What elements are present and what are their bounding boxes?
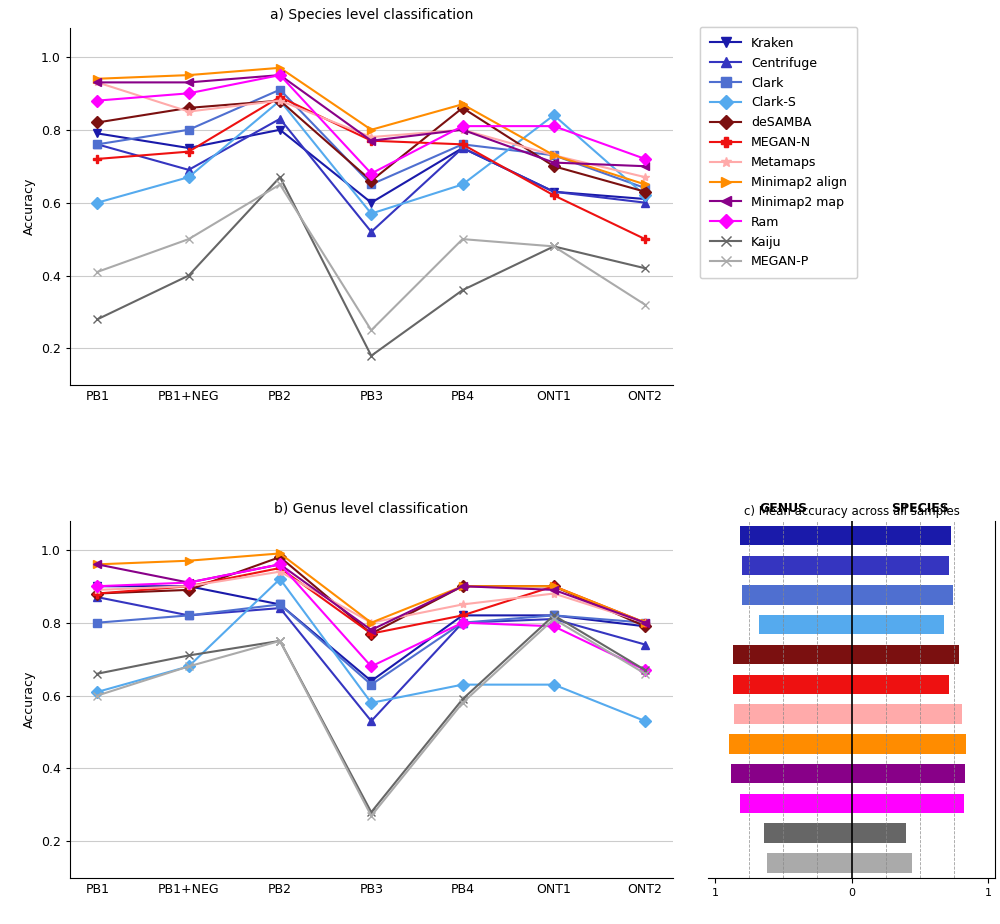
Bar: [852, 764, 965, 784]
Bar: [852, 794, 964, 813]
Y-axis label: Accuracy: Accuracy: [22, 671, 35, 728]
Bar: [729, 735, 852, 754]
Bar: [852, 735, 966, 754]
Title: b) Genus level classification: b) Genus level classification: [274, 502, 468, 516]
Bar: [740, 526, 852, 545]
Bar: [767, 853, 852, 872]
Bar: [733, 675, 852, 694]
Bar: [764, 823, 852, 843]
Bar: [733, 645, 852, 664]
Bar: [734, 704, 852, 723]
Bar: [852, 704, 962, 723]
Title: a) Species level classification: a) Species level classification: [270, 8, 473, 22]
Bar: [852, 586, 953, 604]
Bar: [852, 675, 949, 694]
Text: GENUS: GENUS: [759, 502, 807, 515]
Bar: [852, 555, 949, 575]
Bar: [852, 853, 912, 872]
Bar: [759, 615, 852, 635]
Title: c) Mean accuracy across all samples: c) Mean accuracy across all samples: [744, 505, 959, 518]
Bar: [742, 586, 852, 604]
Bar: [852, 615, 944, 635]
Bar: [852, 823, 906, 843]
Legend: Kraken, Centrifuge, Clark, Clark-S, deSAMBA, MEGAN-N, Metamaps, Minimap2 align, : Kraken, Centrifuge, Clark, Clark-S, deSA…: [700, 27, 857, 278]
Bar: [740, 794, 852, 813]
Bar: [852, 526, 951, 545]
Bar: [852, 645, 959, 664]
Text: SPECIES: SPECIES: [891, 502, 949, 515]
Bar: [731, 764, 852, 784]
Y-axis label: Accuracy: Accuracy: [22, 177, 35, 235]
Bar: [742, 555, 852, 575]
